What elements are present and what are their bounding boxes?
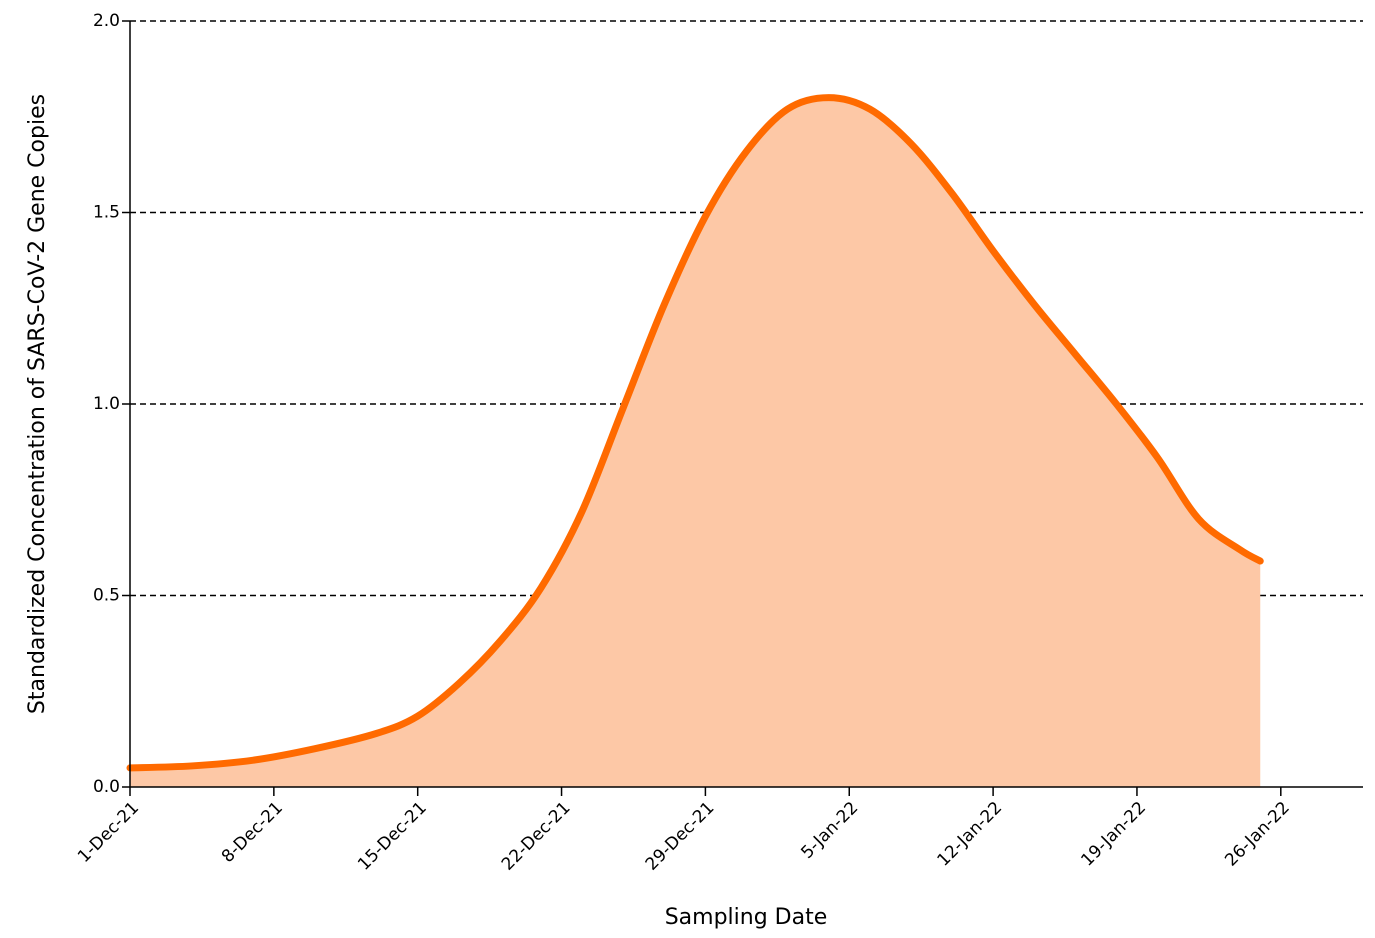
y-tick-label: 1.5 <box>93 203 120 223</box>
line <box>126 94 1264 772</box>
y-tick-label: 1.0 <box>93 394 120 414</box>
y-tick-label: 2.0 <box>93 11 120 31</box>
x-tick-label: 12-Jan-22 <box>934 798 1007 871</box>
x-tick-label: 5-Jan-22 <box>797 798 862 863</box>
x-tick-label: 8-Dec-21 <box>218 798 287 867</box>
x-tick-label: 29-Dec-21 <box>642 798 719 875</box>
y-tick-label: 0.0 <box>93 777 120 797</box>
x-tick-label: 26-Jan-22 <box>1221 798 1294 871</box>
area-fill <box>130 97 1261 788</box>
x-axis-title: Sampling Date <box>665 905 828 930</box>
x-tick-label: 19-Jan-22 <box>1077 798 1150 871</box>
x-tick-label: 22-Dec-21 <box>498 798 575 875</box>
y-tick-label: 0.5 <box>93 586 120 606</box>
x-tick-label: 1-Dec-21 <box>74 798 143 867</box>
x-tick-label: 15-Dec-21 <box>354 798 431 875</box>
y-axis-title: Standardized Concentration of SARS-CoV-2… <box>25 94 50 714</box>
